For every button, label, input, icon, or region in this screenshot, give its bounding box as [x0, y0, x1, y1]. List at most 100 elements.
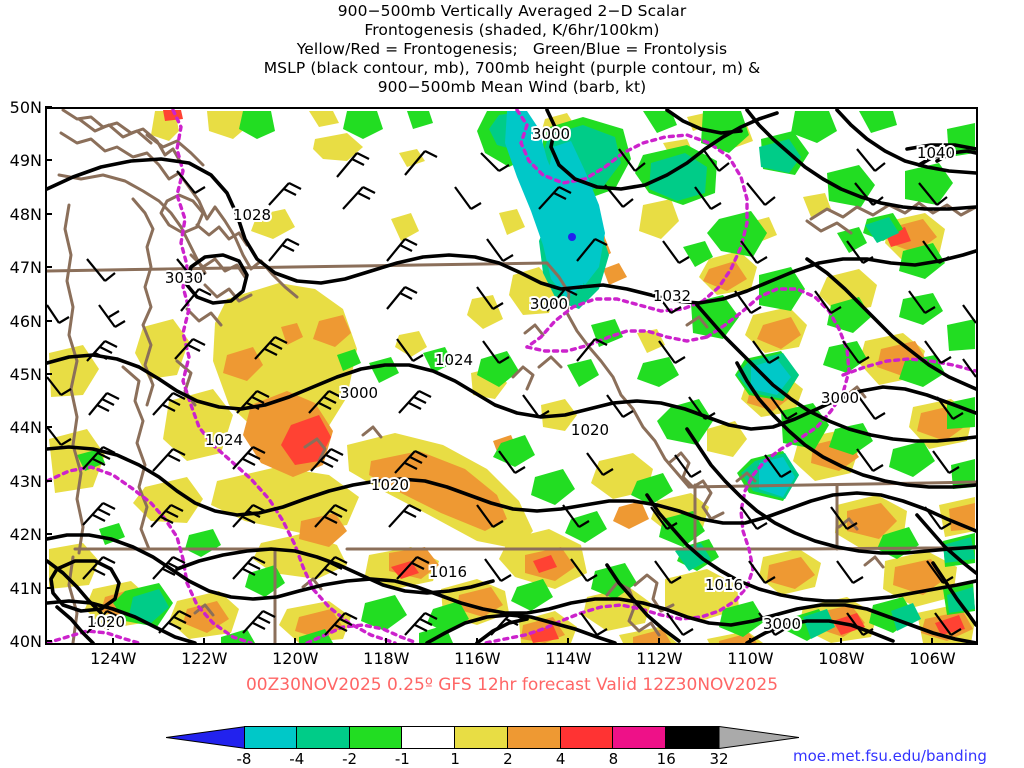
colorbar-tick-label: 32: [709, 750, 729, 768]
lon-tick-label: 106W: [909, 649, 956, 668]
mslp-contour-label-halo: 1020: [571, 421, 609, 439]
height-contour-label: 3000: [340, 384, 378, 402]
lon-tick-label: 124W: [90, 649, 137, 668]
lon-tick-mark: [476, 638, 479, 645]
colorbar[interactable]: -8 -4 -2 -1 1 2 4 8 16 32: [166, 726, 799, 768]
height-contour-label: 3030: [165, 269, 203, 287]
title-line-2: Frontogenesis (shaded, K/6hr/100km): [364, 21, 660, 39]
source-credit: moe.met.fsu.edu/banding: [793, 747, 987, 765]
title-line-4: MSLP (black contour, mb), 700mb height (…: [263, 59, 761, 77]
colorbar-tick-label: 2: [503, 750, 513, 768]
lon-tick-label: 114W: [545, 649, 592, 668]
lat-tick-mark: [45, 159, 52, 162]
lat-tick-mark: [45, 479, 52, 482]
map-plot-area[interactable]: 1028 1028 1040 1040 1032 1032 1024 1024 1024 1024…: [45, 107, 978, 645]
lon-tick-label: 112W: [636, 649, 683, 668]
title-line-5: 900−500mb Mean Wind (barb, kt): [377, 78, 647, 96]
lat-tick-label: 46N: [9, 311, 42, 331]
colorbar-segment: [296, 726, 350, 749]
mslp-contour-label: 1020: [87, 613, 125, 631]
lon-tick-mark: [931, 638, 934, 645]
lon-tick-label: 116W: [454, 649, 501, 668]
colorbar-segment: [507, 726, 561, 749]
lat-tick-mark: [45, 106, 52, 108]
lon-tick-mark: [294, 638, 297, 645]
height-contour-label-halo: 3000: [821, 389, 859, 407]
colorbar-segment: [560, 726, 614, 749]
mslp-contour-label-halo: 1024: [435, 351, 473, 369]
lon-tick-mark: [203, 638, 206, 645]
lon-tick-label: 110W: [727, 649, 774, 668]
mslp-contour-label-halo: 1016: [429, 563, 467, 581]
colorbar-segments: [244, 726, 719, 749]
mslp-contour-label-halo: 1020: [371, 476, 409, 494]
colorbar-high-arrow: [719, 726, 799, 749]
lat-tick-label: 41N: [9, 578, 42, 598]
lat-tick-mark: [45, 319, 52, 322]
colorbar-tick-label: 16: [656, 750, 676, 768]
mslp-contour-label-halo: 1028: [233, 206, 271, 224]
mslp-contour-label: 1028: [233, 206, 271, 224]
colorbar-segment: [244, 726, 297, 749]
colorbar-segment: [455, 726, 508, 749]
lat-tick-label: 50N: [9, 98, 42, 117]
lon-tick-label: 118W: [363, 649, 410, 668]
lon-tick-label: 120W: [272, 649, 319, 668]
height-contour-label: 3000: [763, 615, 801, 633]
lat-tick-mark: [45, 212, 52, 215]
mslp-contours: [47, 109, 976, 643]
lon-tick-mark: [112, 638, 115, 645]
colorbar-tick-label: 8: [608, 750, 619, 768]
map-graphic: 1028102810401040103210321024102410241024…: [47, 109, 976, 643]
lon-tick-mark: [567, 638, 570, 645]
mslp-contour-label: 1016: [705, 576, 743, 594]
lat-tick-mark: [45, 640, 52, 642]
mslp-contour-label: 1024: [435, 351, 473, 369]
mslp-contour-label: 1024: [205, 431, 243, 449]
height-contour-label-halo: 3030: [165, 269, 203, 287]
lon-tick-mark: [658, 638, 661, 645]
lon-tick-mark: [749, 638, 752, 645]
lat-tick-mark: [45, 373, 52, 375]
height-contour-label-halo: 3000: [763, 615, 801, 633]
colorbar-tick-label: -8: [236, 750, 252, 768]
colorbar-tick-label: -1: [394, 750, 410, 768]
lon-tick-mark: [385, 638, 388, 645]
lat-tick-mark: [45, 426, 52, 429]
height-contour-label-halo: 3000: [530, 295, 568, 313]
height-contour-label: 3000: [532, 125, 570, 143]
title-block: 900−500mb Vertically Averaged 2−D Scalar…: [0, 2, 1024, 97]
colorbar-tick-label: 4: [555, 750, 566, 768]
mslp-contour-label-halo: 1024: [205, 431, 243, 449]
mslp-contour-label: 1040: [917, 144, 955, 162]
colorbar-segment: [402, 726, 456, 749]
title-line-1: 900−500mb Vertically Averaged 2−D Scalar: [337, 2, 687, 20]
colorbar-tick-label: 1: [450, 750, 460, 768]
mslp-contour-label: 1016: [429, 563, 467, 581]
lon-tick-label: 108W: [818, 649, 865, 668]
height-contour-label: 3000: [821, 389, 859, 407]
title-line-3: Yellow/Red = Frontogenesis; Green/Blue =…: [296, 40, 728, 58]
mslp-contour-label-halo: 1040: [917, 144, 955, 162]
contour-label-group: 1028102810401040103210321024102410241024…: [85, 123, 957, 635]
mslp-contour-label-halo: 1032: [653, 287, 691, 305]
colorbar-segment: [349, 726, 403, 749]
lat-tick-mark: [45, 586, 52, 589]
lon-tick-mark: [840, 638, 843, 645]
mslp-contour-label-halo: 1020: [87, 613, 125, 631]
mslp-contour-label-halo: 1016: [705, 576, 743, 594]
mslp-contour-label: 1020: [571, 421, 609, 439]
lat-tick-label: 47N: [9, 258, 42, 278]
height-contour-label: 3000: [530, 295, 568, 313]
lat-tick-label: 45N: [9, 365, 42, 384]
lat-tick-mark: [45, 533, 52, 536]
lat-tick-mark: [45, 266, 52, 269]
mslp-contour-label: 1032: [653, 287, 691, 305]
lat-tick-label: 42N: [9, 525, 42, 545]
mslp-contour-label: 1020: [371, 476, 409, 494]
colorbar-tick-label: -2: [342, 750, 358, 768]
wind-barbs: [47, 148, 976, 636]
lat-tick-label: 48N: [9, 204, 42, 224]
height-contour-label-halo: 3000: [532, 125, 570, 143]
forecast-caption: 00Z30NOV2025 0.25º GFS 12hr forecast Val…: [245, 675, 779, 695]
